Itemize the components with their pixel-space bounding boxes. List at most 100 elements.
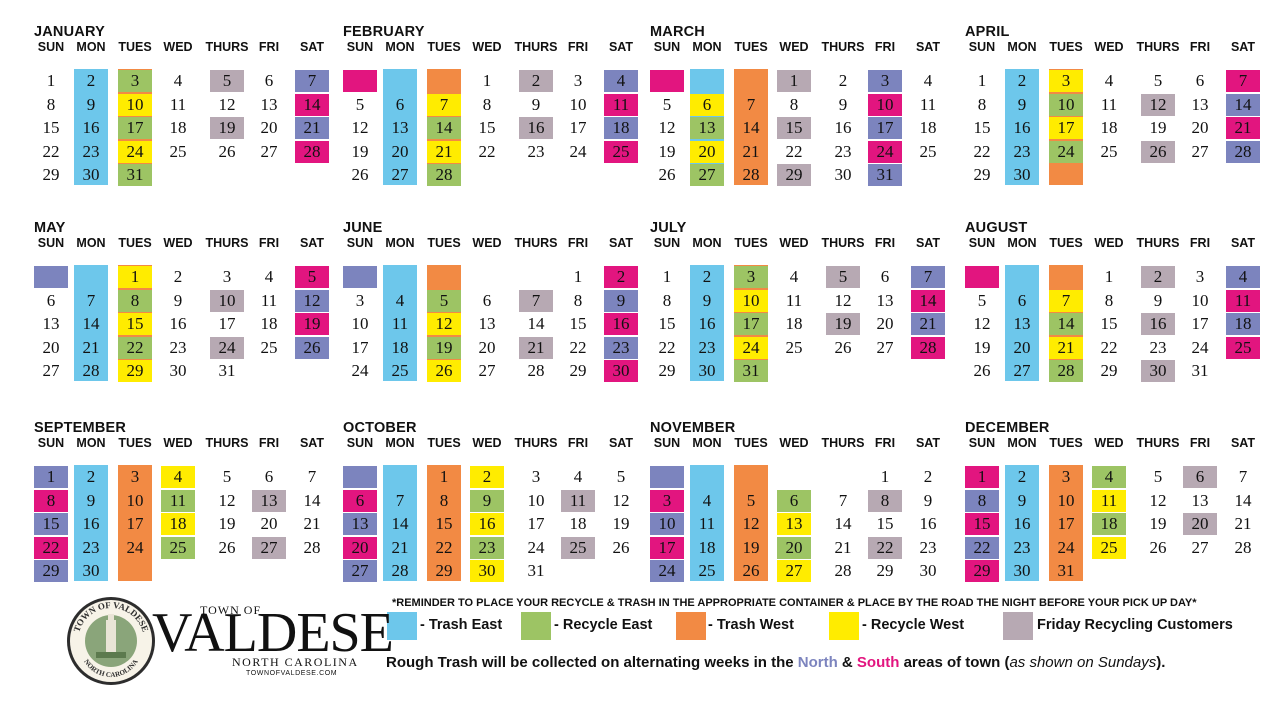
day-cell: 6 [1195, 71, 1205, 90]
trash-west-bar [1049, 465, 1083, 581]
day-cell: 19 [295, 313, 329, 336]
day-cell: 28 [295, 140, 329, 163]
rough-mid: areas of town ( [899, 654, 1010, 671]
day-cell: 1 [573, 267, 583, 286]
day-cell: 6 [264, 467, 274, 486]
day-cell: 4 [1226, 266, 1260, 288]
day-cell: 15 [34, 513, 68, 536]
day-cell: 10 [1191, 290, 1209, 310]
logo-state: NORTH CAROLINA [232, 655, 359, 669]
day-cell: 24 [569, 141, 587, 161]
day-cell: 11 [698, 514, 716, 534]
day-cell: 26 [834, 337, 852, 357]
day-cell: 24 [118, 140, 152, 163]
day-cell: 21 [742, 141, 760, 161]
day-cell: 2 [1017, 71, 1027, 90]
day-cell: 5 [427, 289, 461, 312]
day-cell: 13 [391, 118, 409, 138]
day-cell: 7 [519, 289, 553, 312]
day-cell: 2 [470, 466, 504, 488]
day-cell: 9 [923, 490, 933, 510]
day-cell: 15 [42, 118, 60, 138]
day-cell: 15 [876, 514, 894, 534]
weekday-label: SAT [915, 236, 941, 250]
day-cell: 25 [604, 140, 638, 163]
weekday-label: SUN [968, 236, 996, 250]
day-cell: 15 [973, 118, 991, 138]
month-february: FEBRUARY SUN MON TUES WED THURS FRI SAT 1 2 3 4 5 6 7 8… [343, 24, 638, 219]
day-cell: 5 [222, 467, 232, 486]
day-cell: 4 [173, 71, 183, 90]
day-cell: 11 [919, 94, 937, 114]
day-cell: 3 [1049, 70, 1083, 92]
day-cell: 15 [658, 314, 676, 334]
day-cell: 24 [1057, 537, 1075, 557]
day-cell: 4 [923, 71, 933, 90]
day-cell: 20 [260, 514, 278, 534]
day-cell: 21 [427, 140, 461, 163]
day-cell: 3 [573, 71, 583, 90]
day-cell: 12 [218, 490, 236, 510]
day-cell: 30 [1013, 165, 1031, 185]
weekday-label: TUES [734, 236, 768, 250]
day-cell: 30 [834, 165, 852, 185]
weekday-label: SUN [346, 40, 374, 54]
day-cell: 9 [470, 489, 504, 512]
trash-east-bar [690, 265, 724, 381]
day-cell: 27 [42, 361, 60, 381]
day-cell: 18 [919, 118, 937, 138]
day-cell: 10 [351, 314, 369, 334]
day-cell: 2 [604, 266, 638, 288]
day-cell: 31 [218, 361, 236, 381]
day-cell: 10 [527, 490, 545, 510]
day-cell: 23 [1149, 337, 1167, 357]
day-cell: 27 [260, 141, 278, 161]
day-cell: 9 [173, 290, 183, 310]
day-cell: 14 [1049, 313, 1083, 336]
day-cell: 28 [82, 361, 100, 381]
weekday-label: TUES [427, 40, 461, 54]
day-cell: 25 [561, 536, 595, 559]
day-cell: 4 [604, 70, 638, 92]
day-cell: 29 [34, 560, 68, 583]
day-cell: 24 [1191, 337, 1209, 357]
day-cell: 26 [1141, 140, 1175, 163]
day-cell: 4 [789, 267, 799, 286]
day-cell: 16 [604, 313, 638, 336]
day-cell: 22 [973, 141, 991, 161]
weekday-label: FRI [567, 40, 589, 54]
weekday-label: MON [1007, 40, 1037, 54]
day-cell: 7 [1049, 289, 1083, 312]
day-cell: 17 [650, 536, 684, 559]
month-name: SEPTEMBER [34, 420, 127, 436]
day-cell: 1 [1104, 267, 1114, 286]
day-cell: 7 [427, 93, 461, 116]
day-cell: 22 [569, 337, 587, 357]
day-cell: 20 [478, 337, 496, 357]
day-cell: 27 [1191, 141, 1209, 161]
day-cell: 17 [1191, 314, 1209, 334]
day-cell: 18 [391, 337, 409, 357]
weekday-label: WED [163, 40, 193, 54]
weekday-label: SAT [1230, 40, 1256, 54]
day-cell: 11 [1100, 94, 1118, 114]
day-cell: 16 [698, 314, 716, 334]
day-cell: 8 [977, 94, 987, 114]
day-cell: 16 [470, 513, 504, 536]
trash-west-bar [118, 465, 152, 581]
rough-north: North [797, 654, 838, 671]
day-cell: 18 [1226, 313, 1260, 336]
reminder-note: *REMINDER TO PLACE YOUR RECYCLE & TRASH … [392, 597, 1197, 609]
day-cell: 1 [977, 71, 987, 90]
day-cell: 23 [834, 141, 852, 161]
month-name: OCTOBER [343, 420, 417, 436]
day-cell: 11 [1092, 489, 1126, 512]
day-cell: 18 [785, 314, 803, 334]
day-cell: 26 [1149, 537, 1167, 557]
day-cell: 27 [777, 560, 811, 583]
day-cell: 5 [746, 490, 756, 510]
day-cell: 5 [1153, 467, 1163, 486]
day-cell: 19 [351, 141, 369, 161]
day-cell: 15 [569, 314, 587, 334]
day-cell: 11 [391, 314, 409, 334]
